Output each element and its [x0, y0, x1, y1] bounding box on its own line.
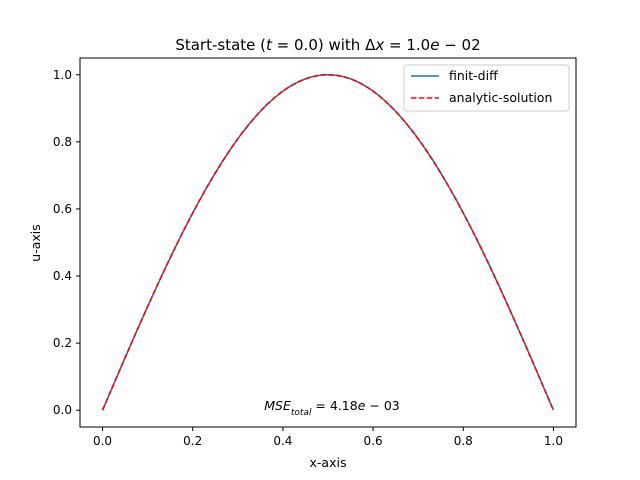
x-tick-label: 0.8: [454, 434, 473, 448]
legend: finit-diff analytic-solution: [403, 64, 570, 112]
x-axis-ticks: 0.0 0.2 0.4 0.6 0.8 1.0: [93, 427, 563, 448]
series-line-finit-diff: [101, 73, 555, 411]
mse-annotation: MSEtotal = 4.18e − 03: [264, 398, 400, 418]
y-tick-label: 1.0: [53, 68, 72, 82]
series-line-analytic-solution: [101, 73, 555, 411]
chart-title: Start-state (t = 0.0) with Δx = 1.0e − 0…: [175, 36, 480, 54]
series-layer: [101, 73, 555, 411]
legend-label-analytic-solution: analytic-solution: [449, 90, 552, 105]
y-tick-label: 0.4: [53, 269, 72, 283]
legend-label-finit-diff: finit-diff: [449, 68, 498, 83]
plot-area-frame: [79, 57, 577, 428]
x-tick-label: 0.2: [183, 434, 202, 448]
y-tick-label: 0.2: [53, 336, 72, 350]
x-axis-label: x-axis: [310, 455, 347, 470]
y-tick-label: 0.0: [53, 403, 72, 417]
x-tick-label: 1.0: [544, 434, 563, 448]
x-tick-label: 0.0: [93, 434, 112, 448]
y-axis-label: u-axis: [28, 224, 43, 261]
y-axis-ticks: 0.0 0.2 0.4 0.6 0.8 1.0: [53, 68, 80, 417]
y-tick-label: 0.8: [53, 135, 72, 149]
y-tick-label: 0.6: [53, 202, 72, 216]
legend-box: [403, 64, 570, 112]
x-tick-label: 0.6: [364, 434, 383, 448]
x-tick-label: 0.4: [273, 434, 292, 448]
